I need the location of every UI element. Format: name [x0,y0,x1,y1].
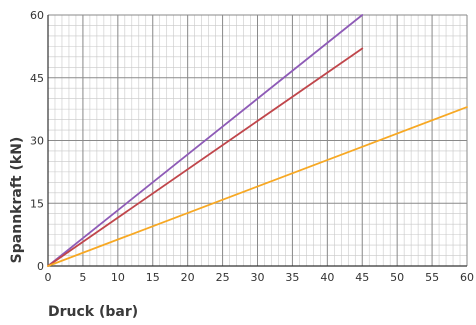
x-tick-label: 10 [111,271,125,284]
series-line-2 [47,47,364,267]
y-tick-labels: 0 15 30 45 60 [30,9,44,273]
y-tick-label: 30 [30,135,44,148]
y-tick-label: 60 [30,9,44,22]
y-tick-label: 0 [37,260,44,273]
major-grid [47,14,468,267]
y-tick-label: 15 [30,197,44,210]
x-tick-label: 15 [146,271,160,284]
y-tick-label: 45 [30,72,44,85]
x-tick-label: 50 [390,271,404,284]
series-line-1 [47,14,364,267]
x-tick-label: 45 [355,271,369,284]
x-tick-label: 55 [425,271,439,284]
y-axis-title: Spannkraft (kN) [9,137,25,264]
series-line-3 [47,106,468,267]
x-tick-label: 35 [285,271,299,284]
x-tick-label: 25 [216,271,230,284]
axes [47,15,467,267]
x-tick-label: 20 [181,271,195,284]
x-tick-label: 30 [251,271,265,284]
x-tick-label: 60 [460,271,474,284]
series-layer [47,14,468,267]
x-tick-label: 40 [320,271,334,284]
x-axis-title: Druck (bar) [48,304,138,320]
x-tick-label: 0 [45,271,52,284]
x-tick-label: 5 [79,271,86,284]
x-tick-labels: 0 5 10 15 20 25 30 35 40 45 50 55 60 [45,271,475,284]
